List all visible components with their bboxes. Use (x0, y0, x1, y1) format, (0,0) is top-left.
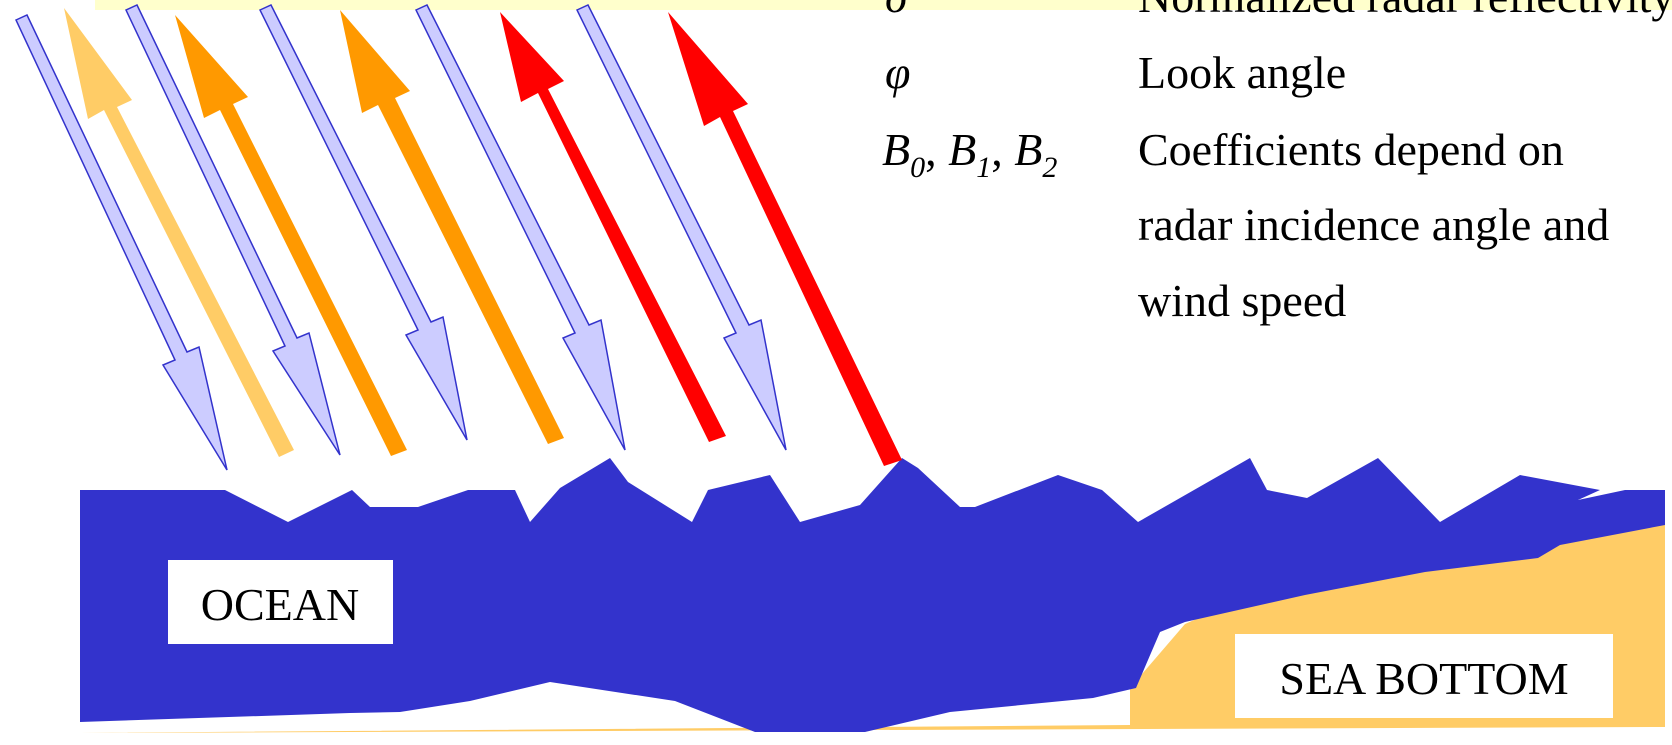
sea-bottom-label-text: SEA BOTTOM (1279, 653, 1568, 704)
legend-description-coefficients: Coefficients depend on (1138, 124, 1564, 175)
coefficient-separator: , (925, 124, 948, 175)
sea-bottom-label: SEA BOTTOM (1235, 634, 1613, 718)
sea-bottom-label-box (1235, 634, 1613, 718)
reflected-arrow-medium (340, 10, 564, 444)
ocean-label-box (168, 560, 393, 644)
incident-arrow (575, 4, 787, 451)
incident-arrow (14, 14, 228, 471)
reflected-arrow-strong (668, 12, 902, 466)
coefficient-b0-subscript: 0 (910, 151, 925, 184)
ocean-label: OCEAN (168, 560, 393, 644)
legend-symbol-coefficients: B0, B1, B2 (882, 124, 1057, 184)
header-band (95, 0, 1672, 10)
coefficient-b1-subscript: 1 (976, 151, 991, 184)
coefficient-b2-letter: B (1014, 124, 1042, 175)
coefficient-b1-letter: B (948, 124, 976, 175)
incident-arrow (414, 4, 626, 451)
legend-description-continuation-2: wind speed (1138, 275, 1346, 326)
legend-description-continuation-1: radar incidence angle and (1138, 199, 1609, 250)
incident-arrow (124, 4, 341, 456)
ocean-label-text: OCEAN (201, 579, 359, 630)
reflected-arrow-strong (500, 12, 726, 442)
coefficient-b2-subscript: 2 (1042, 151, 1057, 184)
reflected-arrow-medium (175, 15, 407, 456)
reflected-arrows (64, 8, 902, 466)
incident-arrow (258, 4, 468, 441)
legend-symbol-sigma: σ (885, 0, 910, 22)
legend-description-sigma: Normalized radar reflectivity (1138, 0, 1672, 22)
legend-symbol-phi: φ (885, 47, 910, 98)
incident-arrows (14, 4, 787, 471)
ocean-shape (80, 458, 1665, 732)
coefficient-separator: , (991, 124, 1014, 175)
legend-description-look-angle: Look angle (1138, 47, 1346, 98)
reflected-arrow-weak (64, 8, 294, 457)
coefficient-b0-letter: B (882, 124, 910, 175)
legend: σ Normalized radar reflectivity φ Look a… (882, 0, 1672, 326)
